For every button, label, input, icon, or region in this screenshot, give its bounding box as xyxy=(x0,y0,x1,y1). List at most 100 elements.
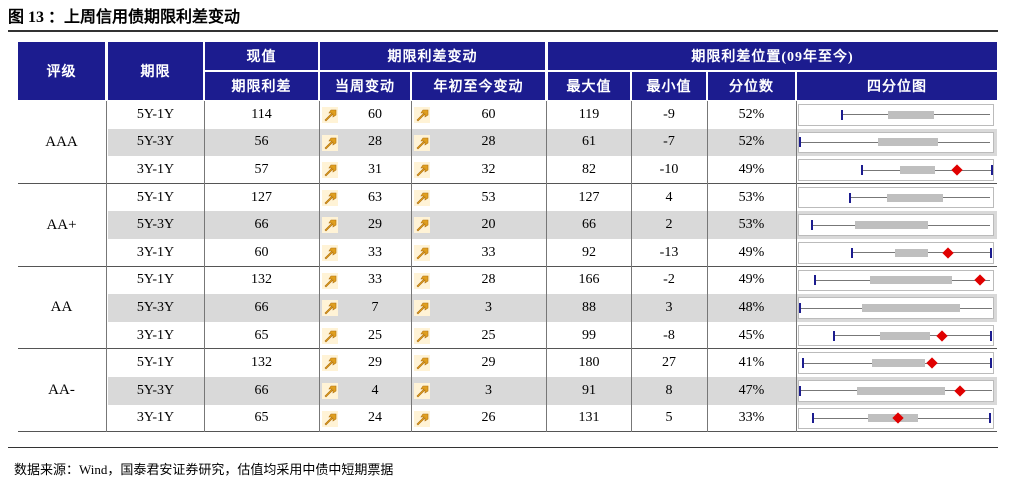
header-cell: 最大值 xyxy=(548,72,630,100)
weekly: 24 xyxy=(368,410,382,426)
header-cell: 期限利差位置(09年至今) xyxy=(548,42,997,70)
max-tick xyxy=(989,413,991,424)
min-tick xyxy=(799,385,801,396)
min: 5 xyxy=(665,410,673,426)
term: 5Y-1Y xyxy=(136,106,175,122)
max: 180 xyxy=(578,355,600,371)
min-tick xyxy=(849,192,851,203)
box xyxy=(880,331,930,340)
percentile: 41% xyxy=(738,355,765,371)
current: 65 xyxy=(254,410,269,426)
term: 5Y-3Y xyxy=(136,217,175,233)
header-cell: 现值 xyxy=(205,42,318,70)
arrow-icon xyxy=(322,189,338,206)
min: -8 xyxy=(663,327,675,343)
min: 4 xyxy=(665,189,673,205)
arrow-icon xyxy=(322,134,338,151)
col-rule xyxy=(631,101,632,433)
arrow-icon xyxy=(322,410,338,427)
ytd: 29 xyxy=(481,355,496,371)
box xyxy=(887,193,943,202)
rating-cell: AA- xyxy=(48,382,75,399)
min-tick xyxy=(799,303,801,313)
arrow-icon xyxy=(322,300,338,317)
box xyxy=(862,304,960,312)
ytd: 28 xyxy=(481,134,496,150)
percentile: 52% xyxy=(738,134,765,150)
current: 65 xyxy=(254,327,269,343)
max: 166 xyxy=(578,272,600,288)
arrow-icon xyxy=(322,355,338,372)
current: 57 xyxy=(254,161,269,177)
max: 127 xyxy=(578,189,600,205)
percentile: 52% xyxy=(738,106,765,122)
header-cell: 年初至今变动 xyxy=(412,72,545,100)
rating-cell: AAA xyxy=(45,133,78,150)
footer-rule xyxy=(8,447,998,448)
percentile: 53% xyxy=(738,189,765,205)
current: 114 xyxy=(251,106,272,122)
box xyxy=(872,359,925,368)
header-cell: 四分位图 xyxy=(797,72,997,100)
weekly: 63 xyxy=(368,189,382,205)
title: 图 13 ：上周信用债期限利差变动 xyxy=(8,9,241,26)
current: 66 xyxy=(254,299,269,315)
group-rule xyxy=(18,431,997,433)
term: 3Y-1Y xyxy=(136,161,175,177)
header-cell: 期限利差变动 xyxy=(320,42,545,70)
max: 131 xyxy=(578,410,600,426)
arrow-icon xyxy=(322,327,338,344)
box xyxy=(855,221,928,230)
weekly: 28 xyxy=(368,134,382,150)
max-tick xyxy=(990,358,992,369)
col-rule xyxy=(546,101,547,433)
min-tick xyxy=(802,358,804,369)
term: 5Y-3Y xyxy=(136,299,175,315)
min-tick xyxy=(861,165,863,175)
arrow-icon xyxy=(322,272,338,289)
box xyxy=(870,276,952,285)
arrow-icon xyxy=(322,162,338,179)
arrow-icon xyxy=(414,162,430,179)
weekly: 7 xyxy=(371,299,379,315)
arrow-icon xyxy=(322,245,338,261)
arrow-icon xyxy=(414,410,430,427)
current: 127 xyxy=(251,189,272,205)
arrow-icon xyxy=(414,300,430,317)
min-tick xyxy=(812,413,814,424)
ytd: 28 xyxy=(481,272,496,288)
ytd: 3 xyxy=(485,382,492,398)
max: 99 xyxy=(582,327,596,343)
max: 119 xyxy=(578,106,600,122)
percentile: 47% xyxy=(738,382,765,398)
min: -2 xyxy=(663,272,675,288)
arrow-icon xyxy=(414,327,430,344)
min: -10 xyxy=(659,161,679,177)
term: 3Y-1Y xyxy=(136,327,175,343)
arrow-icon xyxy=(414,272,430,289)
ytd: 26 xyxy=(481,410,496,426)
min-tick xyxy=(851,247,853,258)
min-tick xyxy=(811,220,813,231)
arrow-icon xyxy=(322,107,338,123)
rating-cell: AA+ xyxy=(46,216,77,233)
current: 56 xyxy=(254,134,269,150)
ytd: 20 xyxy=(481,217,496,233)
current: 66 xyxy=(254,382,269,398)
arrow-icon xyxy=(414,383,430,399)
header-cell: 分位数 xyxy=(708,72,795,100)
percentile: 45% xyxy=(738,327,765,343)
term: 3Y-1Y xyxy=(136,410,175,426)
col-rule xyxy=(106,101,107,433)
weekly: 31 xyxy=(368,161,382,177)
percentile: 49% xyxy=(738,272,765,288)
term: 5Y-3Y xyxy=(136,382,175,398)
min-tick xyxy=(799,137,801,148)
ytd: 60 xyxy=(481,106,496,122)
box xyxy=(888,110,934,119)
max: 82 xyxy=(582,161,596,177)
arrow-icon xyxy=(414,134,430,151)
col-rule xyxy=(707,101,708,433)
term: 5Y-1Y xyxy=(136,272,175,288)
current: 132 xyxy=(251,272,272,288)
